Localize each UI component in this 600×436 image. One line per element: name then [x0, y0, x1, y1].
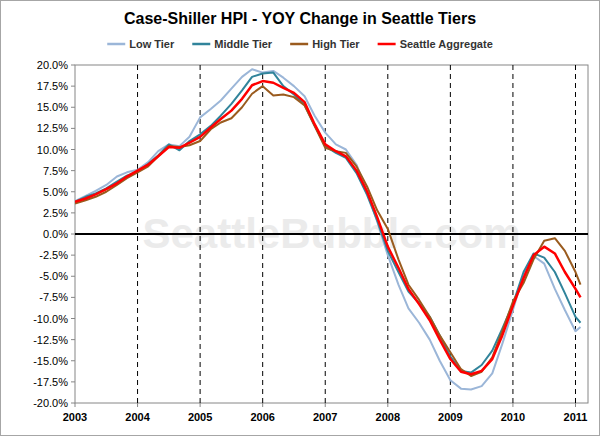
y-tick: [71, 149, 75, 150]
legend-label: Middle Tier: [214, 38, 273, 50]
x-tick: [137, 403, 138, 407]
y-tick-label: 2.5%: [43, 207, 68, 219]
y-tick-label: 20.0%: [37, 59, 68, 71]
x-tick-label: 2009: [438, 411, 462, 423]
y-tick: [71, 191, 75, 192]
y-tick-label: -12.5%: [33, 334, 68, 346]
y-tick: [71, 403, 75, 404]
grid-line: [512, 65, 513, 403]
y-tick-label: 17.5%: [37, 80, 68, 92]
y-tick: [71, 318, 75, 319]
grid-line: [137, 65, 138, 403]
y-tick-label: 7.5%: [43, 165, 68, 177]
x-tick: [512, 403, 513, 407]
x-tick-label: 2006: [250, 411, 274, 423]
y-tick-label: -17.5%: [33, 376, 68, 388]
y-tick: [71, 170, 75, 171]
x-tick: [200, 403, 201, 407]
grid-line: [200, 65, 201, 403]
grid-line: [262, 65, 263, 403]
x-tick-label: 2008: [376, 411, 400, 423]
chart: SeattleBubble.comCase-Shiller HPI - YOY …: [0, 0, 600, 436]
y-tick-label: 5.0%: [43, 186, 68, 198]
y-tick: [71, 381, 75, 382]
legend-swatch: [107, 43, 125, 46]
grid-line: [325, 65, 326, 403]
y-tick-label: 15.0%: [37, 101, 68, 113]
x-tick-label: 2005: [188, 411, 212, 423]
x-tick: [387, 403, 388, 407]
plot-frame: [75, 65, 588, 403]
x-tick: [325, 403, 326, 407]
y-tick: [71, 107, 75, 108]
y-tick-label: -7.5%: [39, 291, 68, 303]
y-tick: [71, 339, 75, 340]
series-line: [75, 81, 580, 374]
y-tick: [71, 255, 75, 256]
y-tick: [71, 212, 75, 213]
title: Case-Shiller HPI - YOY Change in Seattle…: [124, 10, 476, 27]
series-line: [75, 69, 580, 389]
x-tick: [575, 403, 576, 407]
legend-swatch: [290, 43, 308, 46]
legend-swatch: [378, 43, 396, 46]
y-tick-label: 12.5%: [37, 122, 68, 134]
y-tick-label: -2.5%: [39, 249, 68, 261]
y-tick-label: -20.0%: [33, 397, 68, 409]
x-tick-label: 2007: [313, 411, 337, 423]
y-tick: [71, 297, 75, 298]
legend-swatch: [192, 43, 210, 46]
y-tick-label: 0.0%: [43, 228, 68, 240]
x-tick: [450, 403, 451, 407]
x-tick-label: 2011: [564, 411, 588, 423]
x-tick: [262, 403, 263, 407]
x-tick-label: 2003: [63, 411, 87, 423]
grid-line: [575, 65, 576, 403]
y-tick: [71, 360, 75, 361]
y-tick-label: 10.0%: [37, 144, 68, 156]
y-tick-label: -15.0%: [33, 355, 68, 367]
legend-label: High Tier: [312, 38, 360, 50]
x-tick: [75, 403, 76, 407]
y-tick: [71, 65, 75, 66]
grid-line: [387, 65, 388, 403]
y-tick-label: -5.0%: [39, 270, 68, 282]
series-group: [75, 69, 580, 389]
x-tick-label: 2004: [125, 411, 150, 423]
y-tick: [71, 234, 75, 235]
legend: Low Tier Middle Tier High Tier Seattle Aggr…: [107, 38, 493, 50]
legend-label: Seattle Aggregate: [400, 38, 493, 50]
background: [1, 1, 600, 436]
x-tick-label: 2010: [501, 411, 525, 423]
y-tick: [71, 276, 75, 277]
y-tick-label: -10.0%: [33, 313, 68, 325]
legend-label: Low Tier: [129, 38, 175, 50]
y-tick: [71, 128, 75, 129]
y-tick: [71, 86, 75, 87]
zero-line: [75, 233, 588, 235]
